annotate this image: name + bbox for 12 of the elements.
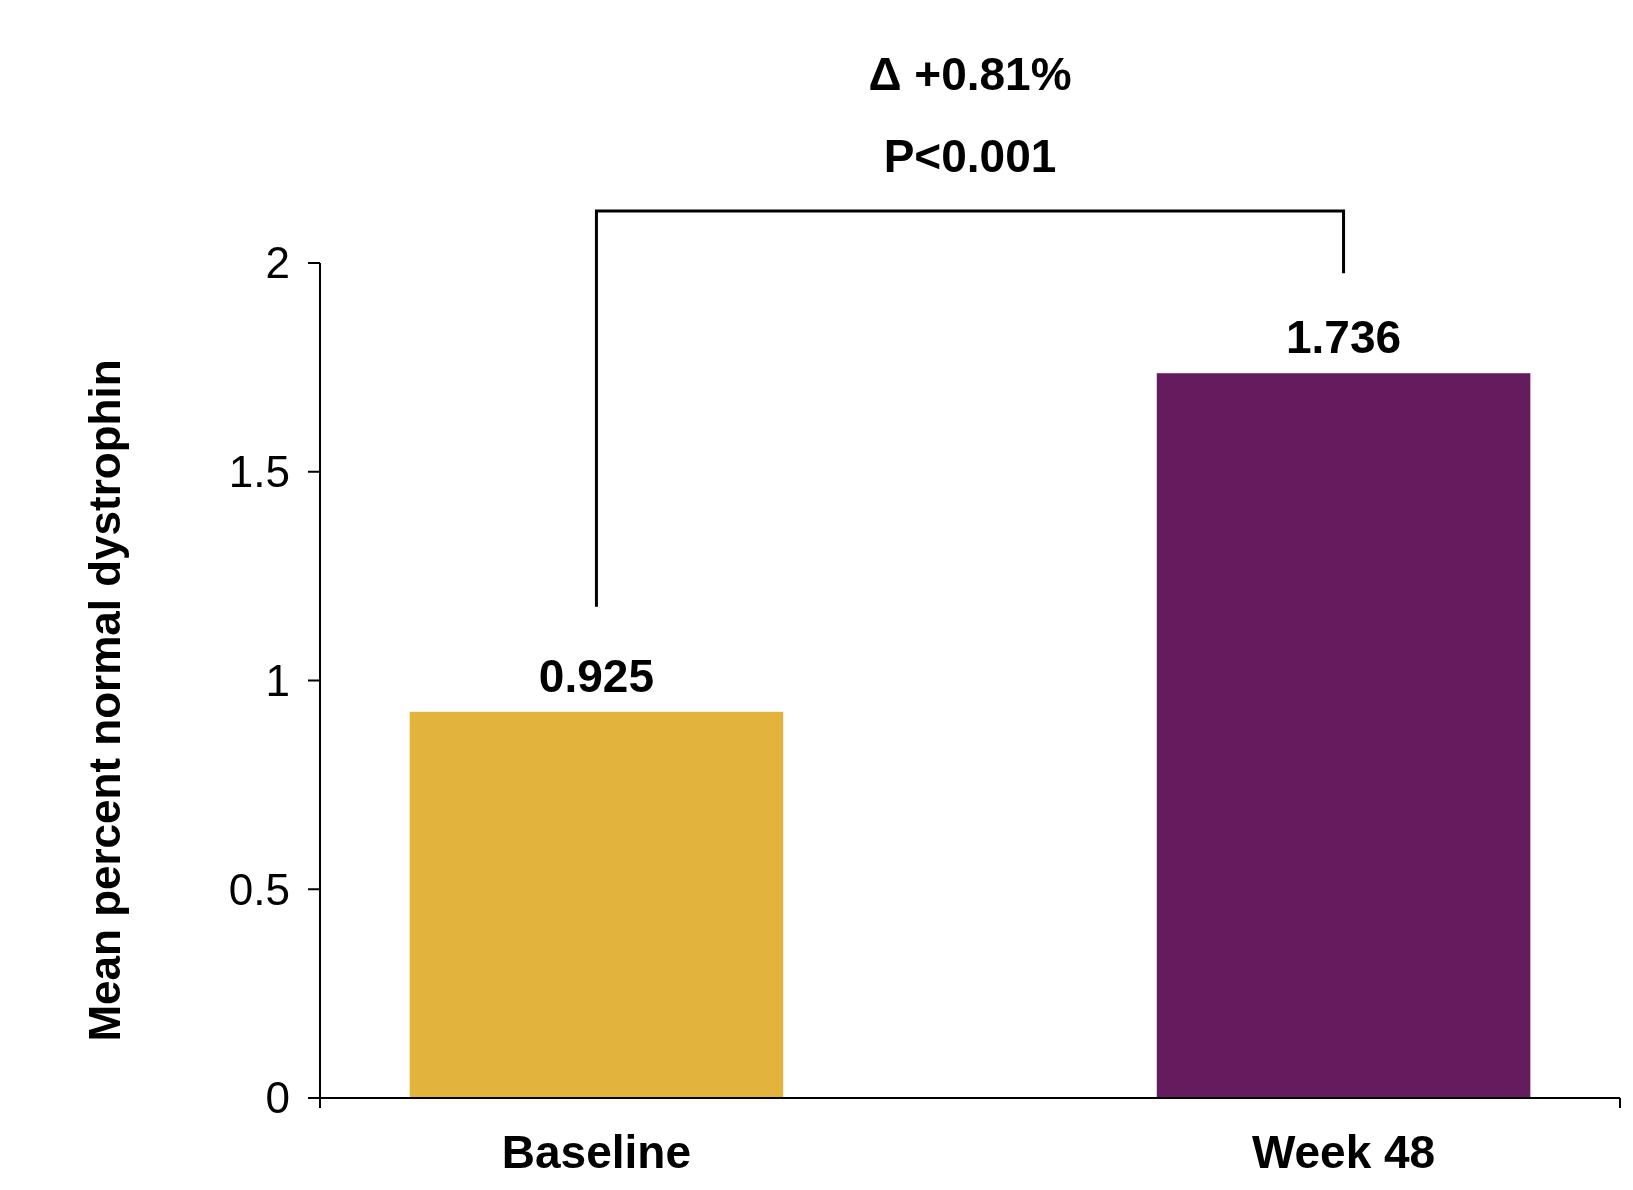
- y-tick-label: 0.5: [228, 864, 290, 914]
- data-label: 0.925: [538, 649, 654, 702]
- text: P<0.001: [883, 130, 1057, 182]
- y-tick-label: 1: [265, 655, 290, 705]
- data-label: 1.736: [1286, 311, 1402, 364]
- y-axis-title: Mean percent normal dystrophin: [80, 359, 129, 1042]
- y-tick-label: 1.5: [228, 447, 290, 497]
- y-tick-label: 0: [265, 1073, 290, 1123]
- x-tick-label: Week 48: [1251, 1126, 1436, 1178]
- y-tick-label: 2: [265, 238, 290, 288]
- text: Δ +0.81%: [868, 48, 1072, 100]
- x-tick-label: Baseline: [501, 1126, 692, 1178]
